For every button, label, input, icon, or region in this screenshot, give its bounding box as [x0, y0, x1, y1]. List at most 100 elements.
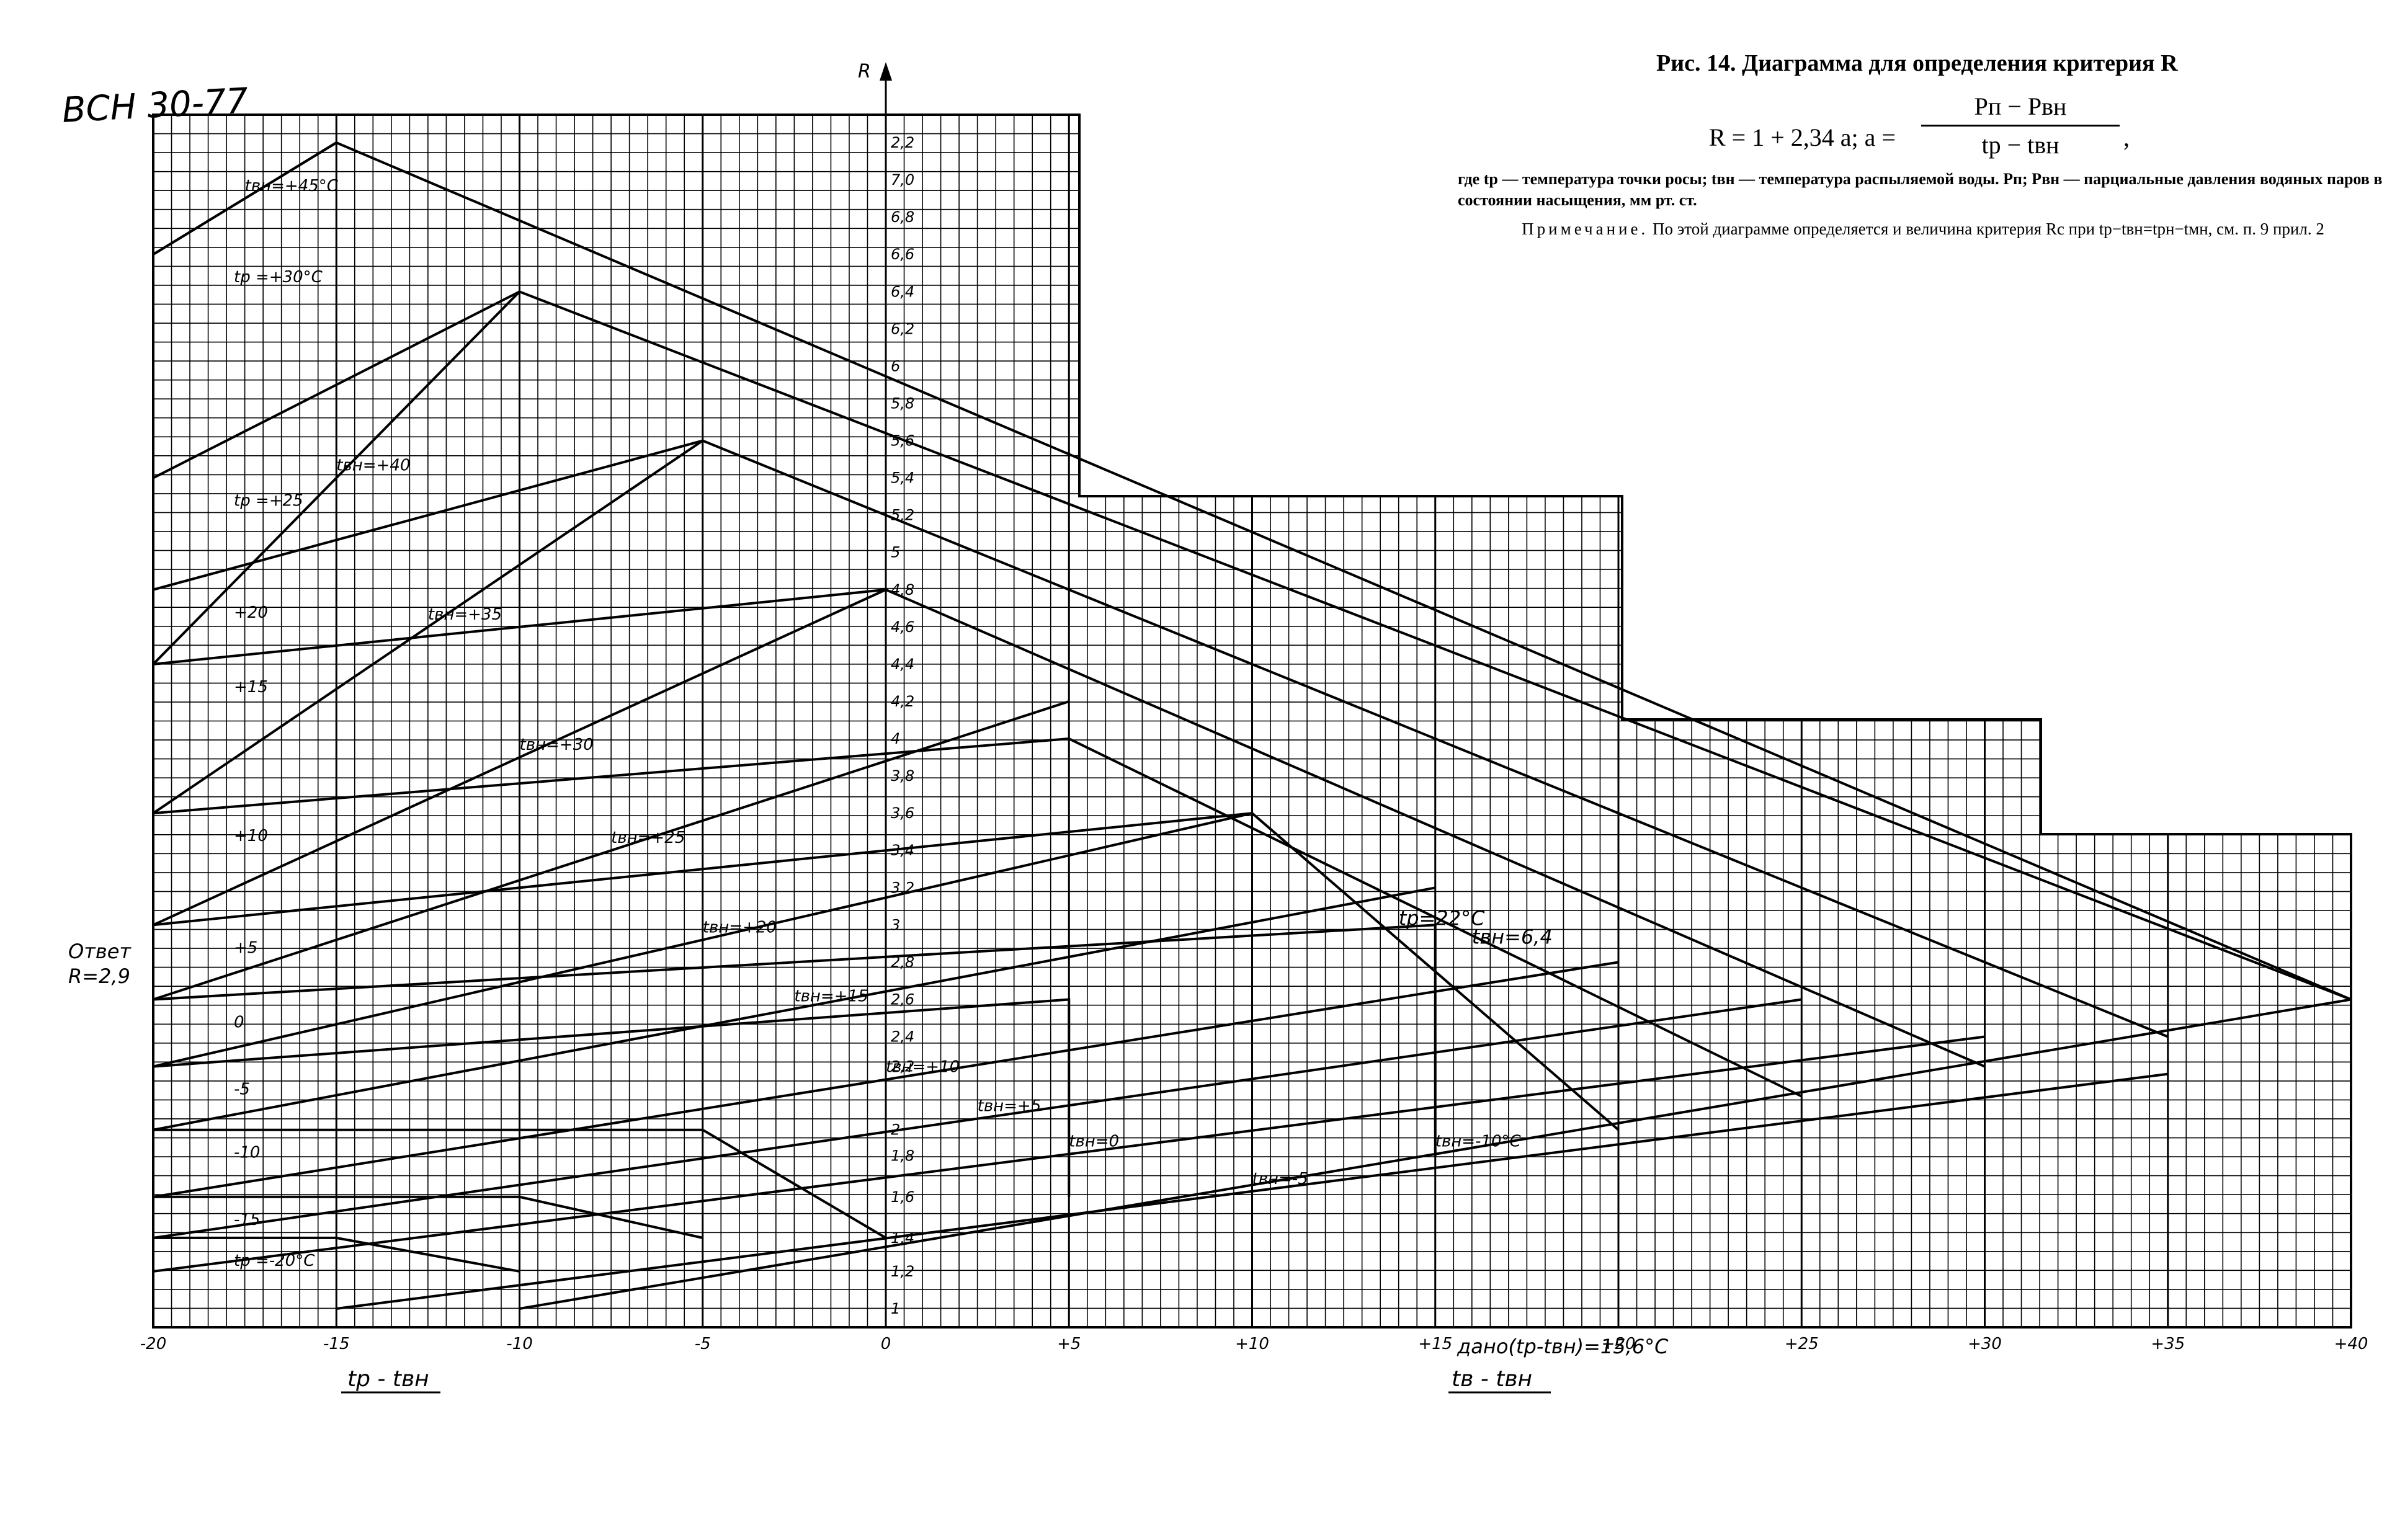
- water-temp-line: [153, 998, 1802, 1239]
- y-tick-label: 2: [891, 1121, 900, 1139]
- dew-point-line: [153, 1195, 703, 1239]
- dew-point-line-label: +5: [234, 938, 257, 957]
- note-label: Примечание.: [1522, 220, 1649, 238]
- annotation-text: R=2,9: [68, 964, 130, 988]
- dew-point-line-label: -5: [234, 1080, 250, 1099]
- water-temp-line: [153, 812, 1252, 1068]
- chart-labels: -20 -15 -10 -5 0 +5 +10 +15 +20 +25 +30 +35 +40 2,2 7,…: [68, 61, 2368, 1394]
- dew-point-line-label: tр =-20°С: [234, 1252, 315, 1270]
- y-tick-label: 4,8: [891, 581, 914, 599]
- y-tick-label: 3,6: [891, 804, 914, 822]
- y-tick-label: 1,6: [891, 1188, 914, 1206]
- x-tick-label: +5: [1057, 1335, 1081, 1353]
- y-tick-label: 6: [891, 357, 900, 375]
- y-tick-label: 5,8: [891, 394, 914, 412]
- x-tick-label: -15: [323, 1335, 349, 1353]
- water-temp-line: [153, 886, 1436, 1131]
- x-tick-label: +40: [2334, 1335, 2368, 1353]
- chart-grid: [152, 62, 2352, 1329]
- dew-point-line: [153, 924, 1437, 1156]
- water-temp-line: [152, 439, 703, 814]
- dew-point-line-label: tр =+30°С: [234, 268, 323, 287]
- formula-numerator: Pп − Pвн: [1921, 92, 2120, 127]
- dew-point-line-label: -10: [234, 1144, 260, 1162]
- y-tick-label: 6,2: [891, 320, 914, 337]
- water-temp-line-label: tвн=+30: [520, 736, 594, 754]
- note: Примечание. По этой диаграмме определяет…: [1520, 218, 2326, 239]
- x-tick-label: -20: [140, 1335, 166, 1353]
- x-tick-label: +25: [1785, 1335, 1819, 1353]
- y-tick-label: 2,6: [891, 990, 914, 1008]
- water-temp-line: [153, 588, 886, 927]
- annotation-text: tр=22°С: [1399, 906, 1485, 930]
- y-axis-label: R: [858, 61, 871, 82]
- water-temp-line: [152, 290, 520, 665]
- water-temp-line-label: tвн=+25: [611, 829, 685, 847]
- water-temp-line-label: tвн=+10: [886, 1058, 960, 1077]
- formula-fraction: Pп − Pвн tр − tвн: [1921, 92, 2120, 159]
- water-temp-line: [519, 998, 2352, 1310]
- note-text: По этой диаграмме определяется и величин…: [1652, 220, 2324, 238]
- x-tick-label: +15: [1418, 1335, 1452, 1353]
- water-temp-line-label: tвн=+35: [428, 605, 502, 624]
- y-tick-label: 1,2: [891, 1263, 914, 1280]
- formula-tail: ,: [2123, 123, 2130, 151]
- x-axis-label-left: tр - tвн: [347, 1366, 429, 1392]
- figure-caption: Рис. 14. Диаграмма для определения крите…: [1656, 50, 2178, 76]
- y-tick-label: 3,4: [891, 842, 914, 859]
- y-tick-label: 1: [891, 1300, 900, 1317]
- dew-point-line: [153, 998, 1071, 1197]
- legend-text: где tр — температура точки росы; tвн — т…: [1458, 170, 2383, 209]
- y-tick-label: 5,2: [891, 507, 914, 524]
- y-tick-label: 5,6: [891, 432, 914, 450]
- y-tick-label: 2,2: [891, 134, 914, 151]
- water-temp-line-label: tвн=-10°С: [1435, 1133, 1522, 1151]
- x-axis-label-right: tв - tвн: [1452, 1366, 1532, 1392]
- y-tick-label: 5,4: [891, 470, 914, 487]
- r-axis-arrow: [880, 62, 892, 81]
- x-tick-label: +30: [1968, 1335, 2002, 1353]
- dew-point-line: [153, 1236, 520, 1273]
- annotation-text: дано(tр-tвн)=15,6°С: [1457, 1335, 1669, 1358]
- formula-denominator: tр − tвн: [1981, 131, 2059, 159]
- water-temp-line: [153, 700, 1069, 1001]
- y-tick-label: 5: [891, 544, 900, 561]
- annotation-text: tвн=6,4: [1472, 925, 1553, 948]
- water-temp-line-label: tвн=0: [1069, 1133, 1119, 1151]
- y-tick-label: 2,4: [891, 1028, 914, 1046]
- dew-point-line: [153, 737, 1803, 1098]
- water-temp-line-label: tвн=+20: [703, 918, 777, 937]
- water-temp-line-label: tвн=+45°С: [245, 177, 339, 195]
- dew-point-line-label: +10: [234, 827, 268, 845]
- y-tick-label: 2,2: [891, 1058, 914, 1075]
- water-temp-line-label: tвн=+5: [978, 1097, 1042, 1116]
- annotation-text: Ответ: [68, 940, 132, 963]
- y-tick-label: 4,2: [891, 693, 914, 710]
- water-temp-line: [336, 1072, 2169, 1310]
- water-temp-line: [152, 141, 337, 256]
- dew-point-line-label: tр =+25: [234, 492, 303, 510]
- x-tick-label: +20: [1602, 1335, 1636, 1353]
- y-tick-label: 2,8: [891, 953, 914, 971]
- water-temp-line: [153, 1035, 1985, 1273]
- x-tick-label: +10: [1235, 1335, 1269, 1353]
- x-tick-label: -10: [506, 1335, 532, 1353]
- water-temp-line-label: tвн=-5: [1252, 1170, 1308, 1188]
- y-tick-label: 4,4: [891, 656, 914, 673]
- y-tick-label: 4,6: [891, 618, 914, 636]
- dew-point-line-label: 0: [234, 1013, 244, 1031]
- y-tick-label: 6,4: [891, 283, 914, 300]
- y-tick-label: 3,8: [891, 767, 914, 785]
- water-temp-line-label: tвн=+40: [336, 456, 410, 475]
- x-tick-label: +35: [2151, 1335, 2185, 1353]
- dew-point-line-label: +15: [234, 678, 268, 697]
- dew-point-line-label: +20: [234, 603, 268, 622]
- y-tick-label: 7,0: [891, 171, 914, 189]
- water-temp-line: [153, 961, 1619, 1198]
- x-tick-label: -5: [695, 1335, 711, 1353]
- dew-point-line: [153, 1128, 887, 1239]
- dew-point-line-label: -15: [234, 1211, 260, 1229]
- y-tick-label: 6,6: [891, 246, 914, 263]
